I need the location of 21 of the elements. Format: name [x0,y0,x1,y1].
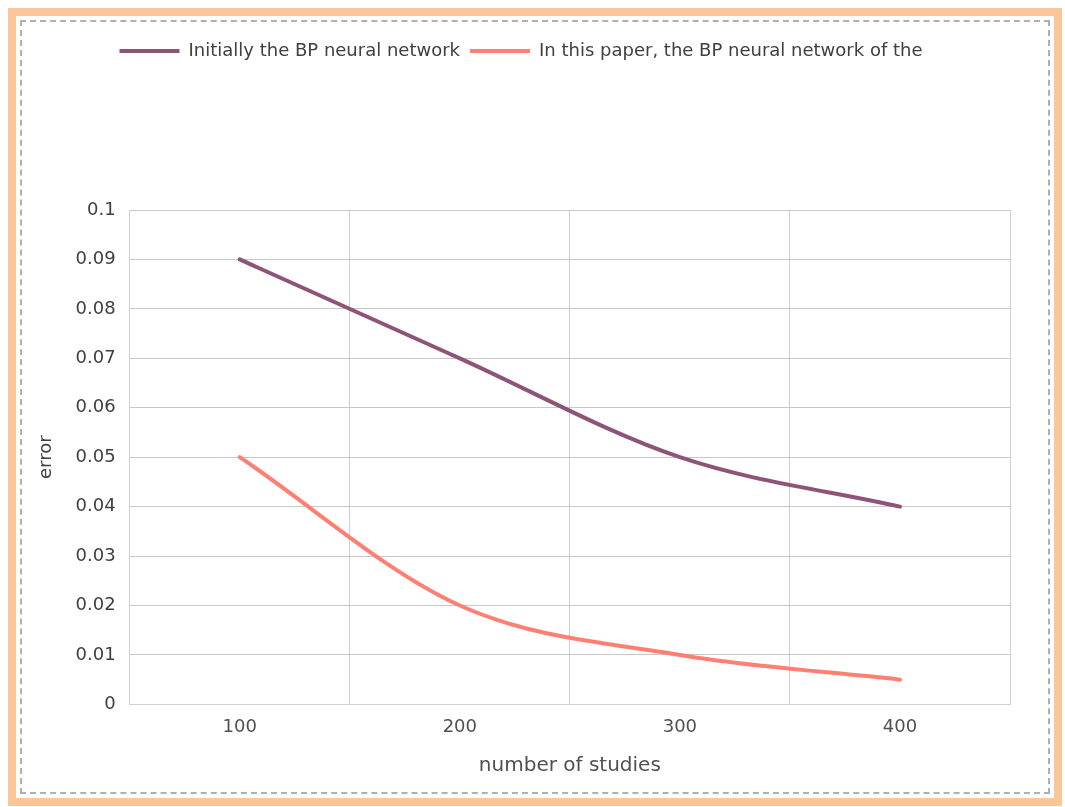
x-tick-label: 100 [222,714,257,736]
y-tick-label: 0.02 [75,593,116,615]
y-tick-label: 0.06 [75,395,116,417]
legend-label: Initially the BP neural network [188,38,461,60]
legend-label: In this paper, the BP neural network of the [539,38,923,60]
x-tick-label: 200 [442,714,477,736]
line-series [237,257,902,509]
x-axis-title: number of studies [478,752,661,777]
y-tick-label: 0.1 [87,197,116,219]
line-series [237,455,902,682]
x-tick-label: 400 [882,714,918,736]
y-tick-label: 0.04 [75,494,116,516]
y-tick-label: 0.03 [75,543,116,565]
x-tick-label: 300 [662,714,698,736]
y-axis-title: error [34,434,56,479]
y-tick-label: 0.07 [75,345,116,367]
y-tick-label: 0.09 [75,247,116,269]
y-tick-label: 0.08 [75,296,116,318]
y-tick-label: 0.01 [75,642,116,664]
y-tick-label: 0.05 [75,444,116,466]
y-tick-label: 0 [104,692,116,714]
